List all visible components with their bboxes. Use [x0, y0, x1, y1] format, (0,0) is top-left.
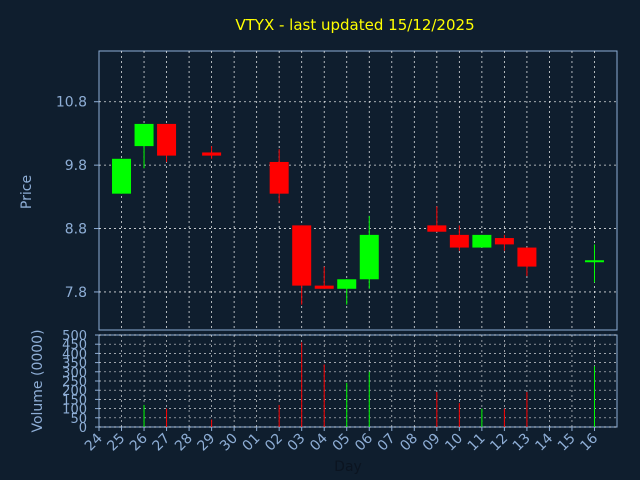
x-tick-label: 11	[465, 431, 489, 455]
candle-body	[157, 123, 177, 156]
x-tick-label: 25	[104, 431, 128, 455]
price-tick-label: 7.8	[65, 285, 87, 301]
x-tick-label: 14	[532, 430, 556, 454]
x-tick-label: 15	[555, 431, 579, 455]
candle-body	[517, 247, 537, 267]
x-tick-label: 29	[195, 431, 219, 455]
x-tick-label: 02	[262, 431, 286, 455]
candle-body	[292, 225, 312, 286]
x-tick-label: 13	[510, 431, 534, 455]
volume-axis-label: Volume (0000)	[30, 329, 46, 432]
candle-body	[427, 225, 447, 232]
candle-body	[449, 234, 469, 248]
x-tick-label: 06	[352, 430, 376, 454]
x-tick-label: 26	[127, 430, 151, 454]
x-tick-label: 07	[375, 431, 399, 455]
x-axis: 2425262728293001020304050607080910111213…	[82, 427, 601, 454]
price-tick-label: 9.8	[65, 158, 87, 174]
volume-tick-label: 150	[62, 393, 87, 408]
volume-tick-label: 450	[62, 338, 87, 353]
volume-tick-label: 250	[62, 375, 87, 390]
volume-tick-label: 300	[62, 366, 87, 381]
x-tick-label: 30	[217, 431, 241, 455]
volume-tick-label: 50	[70, 412, 87, 427]
x-tick-label: 04	[307, 430, 331, 454]
price-tick-label: 8.8	[65, 222, 87, 238]
x-tick-label: 10	[442, 431, 466, 455]
price-tick-label: 10.8	[56, 95, 87, 111]
x-tick-label: 28	[172, 431, 196, 455]
volume-tick-label: 100	[62, 403, 87, 418]
x-tick-label: 08	[397, 431, 421, 455]
price-panel: 7.8 8.8 9.8 10.8	[56, 50, 618, 331]
volume-tick-label: 350	[62, 357, 87, 372]
x-tick-label: 05	[330, 431, 354, 455]
candle-body	[134, 123, 154, 147]
volume-tick-label: 500	[62, 329, 87, 344]
candle-body	[202, 152, 222, 156]
chart-title: VTYX - last updated 15/12/2025	[235, 16, 474, 34]
x-tick-label: 09	[420, 431, 444, 455]
x-tick-label: 03	[285, 431, 309, 455]
x-tick-label: 16	[577, 430, 601, 454]
volume-tick-label: 400	[62, 347, 87, 362]
candle-body	[472, 234, 492, 248]
candle-body	[494, 238, 514, 245]
x-tick-label: 12	[487, 431, 511, 455]
candle-body	[314, 285, 334, 289]
candle-body	[112, 158, 132, 194]
candle-body	[269, 161, 289, 194]
volume-tick-label: 200	[62, 384, 87, 399]
x-tick-label: 01	[240, 431, 264, 455]
x-axis-label: Day	[334, 459, 362, 475]
candle-body	[584, 260, 604, 263]
price-plot-frame	[98, 50, 618, 331]
price-axis-label: Price	[19, 175, 35, 209]
volume-tick-label: 0	[79, 421, 87, 436]
x-tick-label: 27	[149, 431, 173, 455]
candle-body	[359, 234, 379, 280]
candle-body	[337, 279, 357, 289]
